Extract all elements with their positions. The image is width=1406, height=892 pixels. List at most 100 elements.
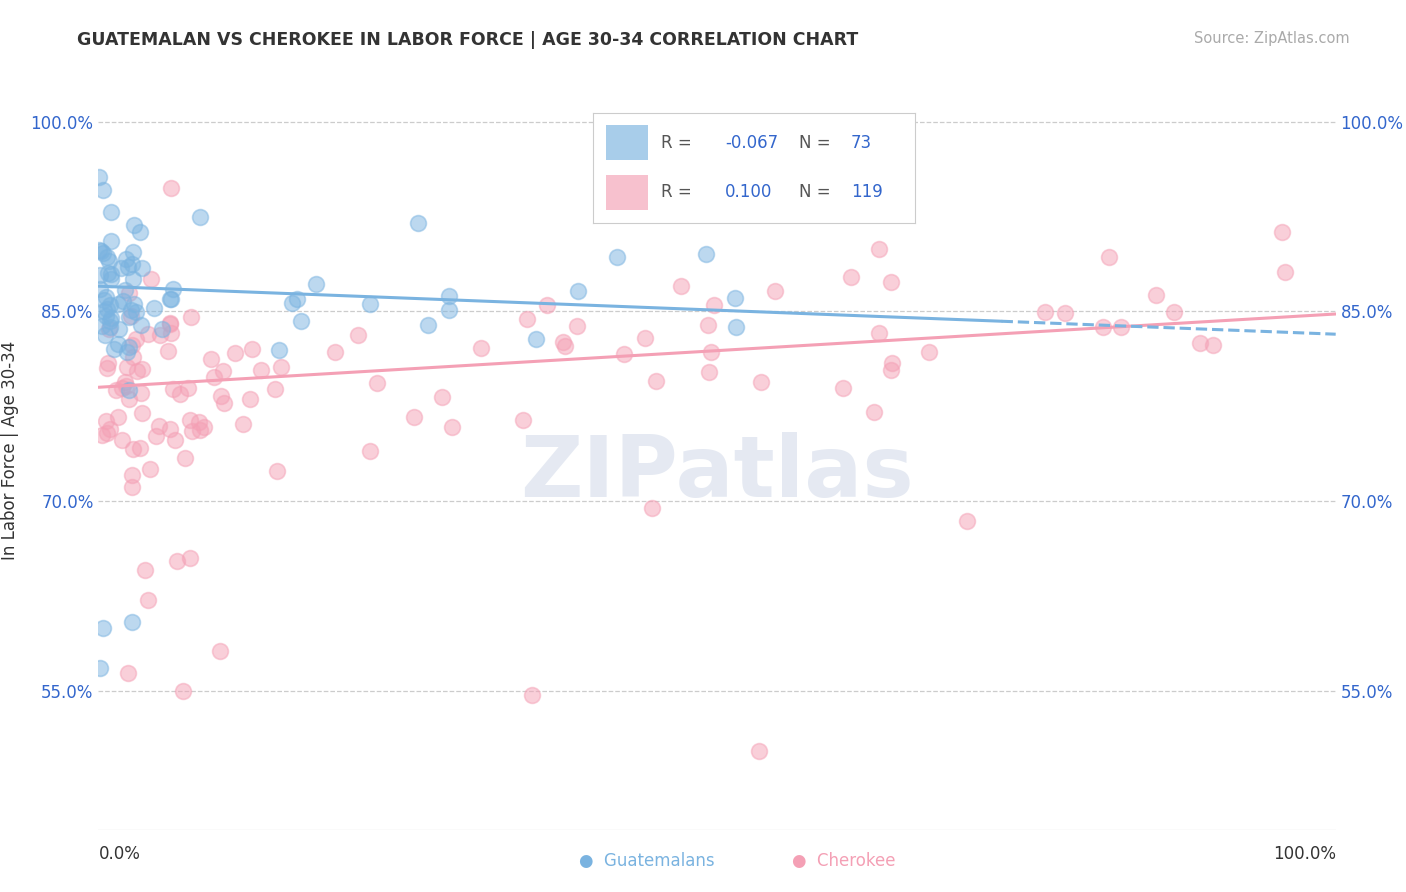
Point xyxy=(172,684,194,698)
Point xyxy=(118,392,141,406)
Point xyxy=(98,314,121,328)
Point xyxy=(174,450,197,465)
Point xyxy=(190,210,212,224)
Point xyxy=(120,309,142,323)
Point xyxy=(347,327,370,342)
Point xyxy=(634,331,657,345)
Point xyxy=(94,414,117,428)
Point xyxy=(512,413,534,427)
Point xyxy=(124,332,146,346)
Point xyxy=(125,305,148,319)
Point xyxy=(100,205,122,219)
Point xyxy=(239,392,262,406)
Point xyxy=(89,660,111,674)
Point xyxy=(89,268,111,282)
Point xyxy=(103,342,125,356)
Point xyxy=(156,344,179,359)
Point xyxy=(121,256,143,270)
Point xyxy=(159,422,181,436)
Point xyxy=(470,341,492,355)
Point xyxy=(266,464,288,478)
Point xyxy=(437,302,460,317)
Point xyxy=(613,346,636,360)
Point xyxy=(606,250,628,264)
Point xyxy=(212,364,235,378)
Text: GUATEMALAN VS CHEROKEE IN LABOR FORCE | AGE 30-34 CORRELATION CHART: GUATEMALAN VS CHEROKEE IN LABOR FORCE | … xyxy=(77,31,859,49)
Point xyxy=(697,365,720,379)
Point xyxy=(281,296,304,310)
Point xyxy=(565,318,588,333)
Point xyxy=(193,420,215,434)
Point xyxy=(98,298,121,312)
Point xyxy=(179,551,201,566)
Point xyxy=(127,364,149,378)
Point xyxy=(141,272,163,286)
Point xyxy=(94,327,117,342)
Point xyxy=(1033,305,1056,319)
Point xyxy=(880,363,903,377)
Point xyxy=(751,376,773,390)
Point xyxy=(240,343,263,357)
Point xyxy=(93,303,115,318)
Point xyxy=(110,260,132,275)
Point xyxy=(117,666,139,681)
Point xyxy=(97,356,120,370)
Point xyxy=(1091,320,1114,334)
Point xyxy=(131,405,153,419)
Point xyxy=(516,311,538,326)
Point xyxy=(159,293,181,307)
Point xyxy=(98,319,121,334)
Point xyxy=(359,444,381,458)
Point xyxy=(115,379,138,393)
Point xyxy=(145,428,167,442)
Point xyxy=(879,275,901,289)
Point xyxy=(149,327,172,342)
Point xyxy=(180,310,202,325)
Point xyxy=(880,356,903,370)
Point xyxy=(162,382,184,396)
Point xyxy=(724,320,747,334)
Point xyxy=(696,318,718,333)
Text: ZIPatlas: ZIPatlas xyxy=(520,432,914,515)
Point xyxy=(122,350,145,364)
Point xyxy=(285,292,308,306)
Point xyxy=(703,298,725,312)
Point xyxy=(107,337,129,351)
Point xyxy=(1163,305,1185,319)
Point xyxy=(159,317,181,331)
Point xyxy=(1274,264,1296,278)
Point xyxy=(536,297,558,311)
Point xyxy=(839,269,862,284)
Y-axis label: In Labor Force | Age 30-34: In Labor Force | Age 30-34 xyxy=(1,341,20,560)
Point xyxy=(162,282,184,296)
Point xyxy=(695,247,717,261)
Text: ●  Guatemalans: ● Guatemalans xyxy=(579,852,714,870)
Point xyxy=(105,383,128,397)
Point xyxy=(209,644,232,658)
Point xyxy=(96,426,118,441)
Point xyxy=(1270,225,1292,239)
Point xyxy=(152,322,174,336)
Point xyxy=(148,419,170,434)
Point xyxy=(250,363,273,377)
Point xyxy=(96,309,118,323)
Point xyxy=(366,376,388,390)
Point xyxy=(441,420,464,434)
Point xyxy=(100,268,122,282)
Point xyxy=(224,346,246,360)
Point xyxy=(121,615,143,629)
Point xyxy=(1053,306,1076,320)
Point xyxy=(114,283,136,297)
Point xyxy=(868,242,890,256)
Point xyxy=(671,278,693,293)
Point xyxy=(567,285,589,299)
Point xyxy=(956,515,979,529)
Point xyxy=(1188,335,1211,350)
Point xyxy=(121,480,143,494)
Point xyxy=(96,290,118,304)
Point xyxy=(98,421,121,435)
Point xyxy=(323,345,346,359)
Text: Source: ZipAtlas.com: Source: ZipAtlas.com xyxy=(1194,31,1350,46)
Point xyxy=(863,405,886,419)
Point xyxy=(129,386,152,401)
